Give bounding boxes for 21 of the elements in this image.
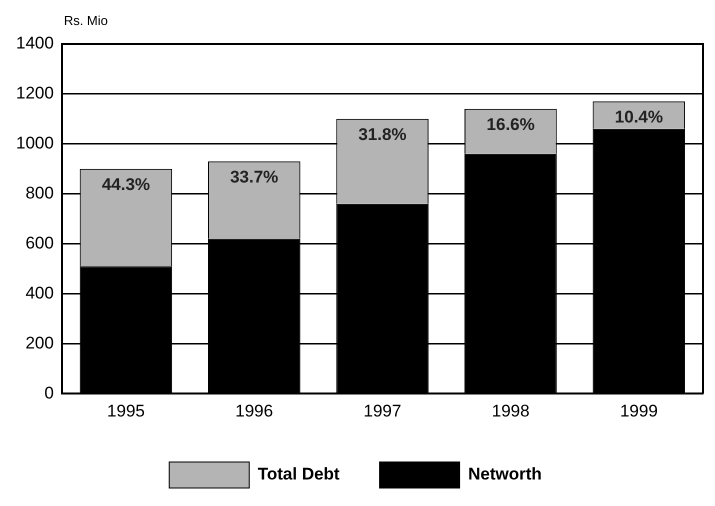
y-tick-label: 0: [44, 383, 54, 402]
y-axis-title: Rs. Mio: [64, 13, 108, 28]
legend-label: Networth: [468, 464, 542, 484]
y-tick-label: 1400: [16, 34, 54, 53]
y-tick-label: 400: [25, 283, 54, 302]
annotation: 16.6%: [486, 115, 535, 134]
annotation: 44.3%: [102, 175, 150, 194]
y-tick-label: 600: [25, 233, 54, 252]
annotation: 10.4%: [614, 108, 663, 127]
y-tick-label: 1000: [16, 134, 54, 153]
x-tick-label: 1999: [620, 401, 658, 420]
y-tick-label: 800: [25, 184, 54, 203]
y-tick-label: 200: [25, 333, 54, 352]
x-tick-label: 1998: [492, 401, 530, 420]
y-tick-label: 1200: [16, 84, 54, 103]
x-tick-label: 1997: [363, 401, 402, 420]
annotation: 31.8%: [358, 125, 407, 144]
annotation: 33.7%: [230, 168, 278, 187]
legend-label: Total Debt: [258, 464, 340, 484]
x-tick-label: 1996: [235, 401, 274, 420]
x-tick-label: 1995: [107, 401, 145, 420]
